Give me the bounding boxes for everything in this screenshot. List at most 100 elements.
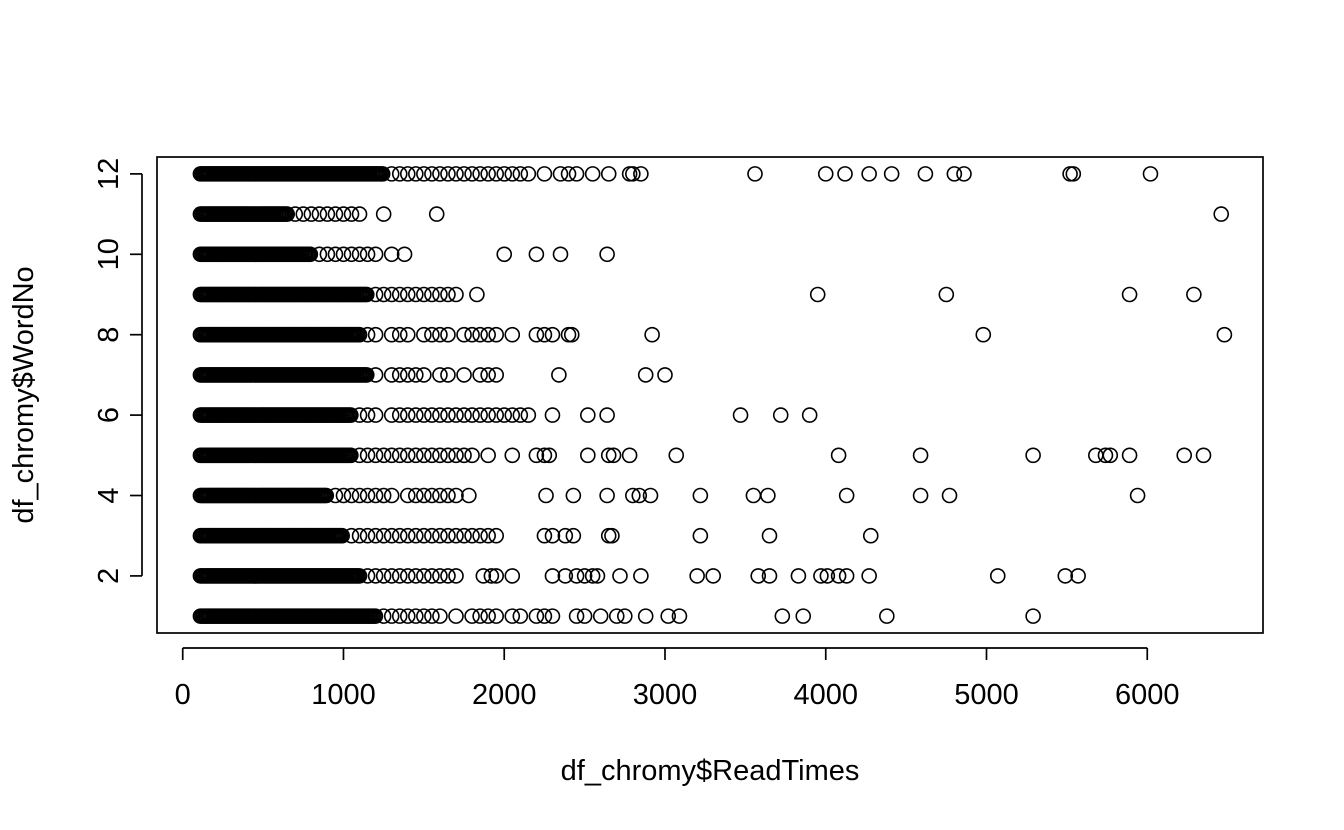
data-point xyxy=(416,166,432,182)
data-point xyxy=(633,166,649,182)
data-point xyxy=(592,608,609,624)
data-point xyxy=(399,367,416,383)
data-point xyxy=(367,367,384,383)
data-point xyxy=(432,166,448,182)
data-point xyxy=(383,568,400,584)
data-point xyxy=(565,527,582,544)
data-point xyxy=(625,487,641,504)
data-point xyxy=(359,447,376,464)
data-point xyxy=(608,608,625,624)
data-point xyxy=(461,487,477,504)
data-point xyxy=(483,568,500,584)
data-point xyxy=(399,326,416,343)
data-point xyxy=(692,487,709,504)
data-point xyxy=(817,166,834,182)
data-point xyxy=(541,447,558,464)
data-point xyxy=(416,326,432,343)
data-point xyxy=(399,286,416,303)
data-point xyxy=(560,326,577,343)
data-point xyxy=(576,608,593,624)
data-point xyxy=(480,326,496,343)
data-point xyxy=(883,166,900,182)
data-point xyxy=(1025,447,1041,464)
data-point xyxy=(424,568,440,584)
data-point xyxy=(375,206,392,222)
data-point xyxy=(584,568,601,584)
data-point xyxy=(604,527,620,544)
data-point xyxy=(520,166,537,182)
data-point xyxy=(801,407,818,423)
x-tick-label: 5000 xyxy=(954,679,1019,711)
data-point xyxy=(584,166,601,182)
data-point xyxy=(367,527,384,544)
data-point xyxy=(424,166,440,182)
data-point xyxy=(480,527,496,544)
data-point xyxy=(302,246,319,263)
data-point xyxy=(480,166,496,182)
data-point xyxy=(1216,326,1233,343)
data-point xyxy=(830,568,847,584)
data-point xyxy=(668,447,685,464)
data-point xyxy=(408,447,424,464)
data-point xyxy=(642,487,659,504)
data-point xyxy=(568,568,585,584)
data-point xyxy=(879,608,895,624)
data-point xyxy=(432,568,448,584)
data-point xyxy=(416,568,432,584)
data-point xyxy=(319,246,336,263)
data-point xyxy=(367,326,384,343)
data-point xyxy=(644,326,660,343)
data-point xyxy=(399,166,416,182)
data-point xyxy=(565,487,582,504)
data-point xyxy=(472,367,488,383)
data-points xyxy=(192,166,1233,624)
data-point xyxy=(391,326,408,343)
data-point xyxy=(456,527,472,544)
y-axis: 2 4 6 8 10 12 xyxy=(93,158,143,584)
data-point xyxy=(536,447,553,464)
data-point xyxy=(424,407,440,423)
data-point xyxy=(689,568,705,584)
data-point xyxy=(838,568,855,584)
data-point xyxy=(1062,166,1078,182)
data-point xyxy=(383,447,400,464)
data-point xyxy=(351,527,368,544)
data-point xyxy=(343,246,360,263)
y-tick-label: 6 xyxy=(93,407,125,423)
data-point xyxy=(424,286,440,303)
data-point xyxy=(351,246,368,263)
data-point xyxy=(383,487,400,504)
data-point xyxy=(671,608,688,624)
data-point xyxy=(351,447,368,464)
data-point xyxy=(538,487,554,504)
data-point xyxy=(544,568,561,584)
data-point xyxy=(761,527,778,544)
data-point xyxy=(1102,447,1119,464)
data-point xyxy=(819,568,836,584)
data-point xyxy=(464,326,480,343)
data-point xyxy=(504,326,521,343)
data-point xyxy=(504,166,521,182)
data-point xyxy=(551,367,567,383)
data-point xyxy=(432,527,448,544)
data-point xyxy=(552,166,569,182)
data-point xyxy=(552,246,569,263)
data-point xyxy=(576,568,593,584)
data-point xyxy=(351,326,368,343)
data-point xyxy=(311,246,328,263)
data-point xyxy=(809,286,826,303)
data-point xyxy=(358,286,375,303)
data-point xyxy=(367,246,384,263)
data-point xyxy=(399,568,416,584)
data-point xyxy=(383,326,400,343)
data-point xyxy=(416,367,432,383)
data-point xyxy=(772,407,789,423)
data-point xyxy=(319,206,336,222)
data-point xyxy=(861,166,877,182)
data-point xyxy=(408,568,424,584)
data-point xyxy=(424,487,440,504)
data-point xyxy=(295,206,312,222)
data-point xyxy=(917,166,934,182)
data-point xyxy=(343,527,360,544)
data-point xyxy=(1129,487,1146,504)
